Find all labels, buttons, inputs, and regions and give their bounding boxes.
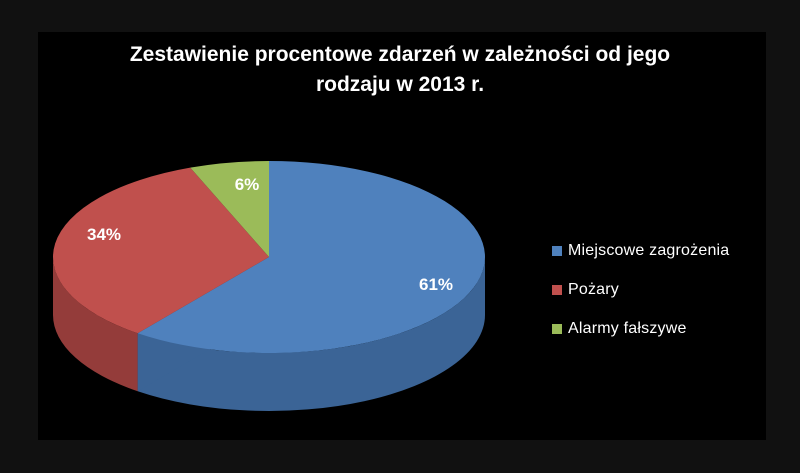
- slice-pozary: [52, 167, 269, 334]
- legend-label-miejscowe-zagrozenia: Miejscowe zagrożenia: [568, 242, 730, 259]
- chart-title: Zestawienie procentowe zdarzeń w zależno…: [40, 40, 760, 100]
- chart-title-line-1: Zestawienie procentowe zdarzeń w zależno…: [129, 43, 671, 66]
- chart-title-line-2: rodzaju w 2013 r.: [315, 73, 485, 96]
- legend-item-miejscowe-zagrozenia: Miejscowe zagrożenia: [552, 240, 729, 262]
- legend-label-alarmy-falszywe: Alarmy fałszywe: [568, 320, 687, 337]
- slice-label-pozary: 34%: [87, 225, 121, 244]
- slice-side-miejscowe-zagrozenia: [137, 257, 485, 412]
- legend-label-pozary: Pożary: [568, 281, 619, 298]
- slice-alarmy-falszywe: [190, 161, 269, 257]
- legend-swatch-miejscowe-zagrozenia: [552, 246, 562, 256]
- legend-item-alarmy-falszywe: Alarmy fałszywe: [552, 318, 729, 340]
- legend-swatch-alarmy-falszywe: [552, 324, 562, 334]
- legend-item-pozary: Pożary: [552, 279, 729, 301]
- slice-label-alarmy-falszywe: 6%: [235, 175, 260, 194]
- legend: Miejscowe zagrożenia Pożary Alarmy fałsz…: [552, 240, 729, 357]
- slice-label-miejscowe-zagrozenia: 61%: [419, 275, 453, 294]
- slice-miejscowe-zagrozenia: [137, 161, 485, 354]
- slice-side-pozary: [53, 257, 138, 392]
- legend-swatch-pozary: [552, 285, 562, 295]
